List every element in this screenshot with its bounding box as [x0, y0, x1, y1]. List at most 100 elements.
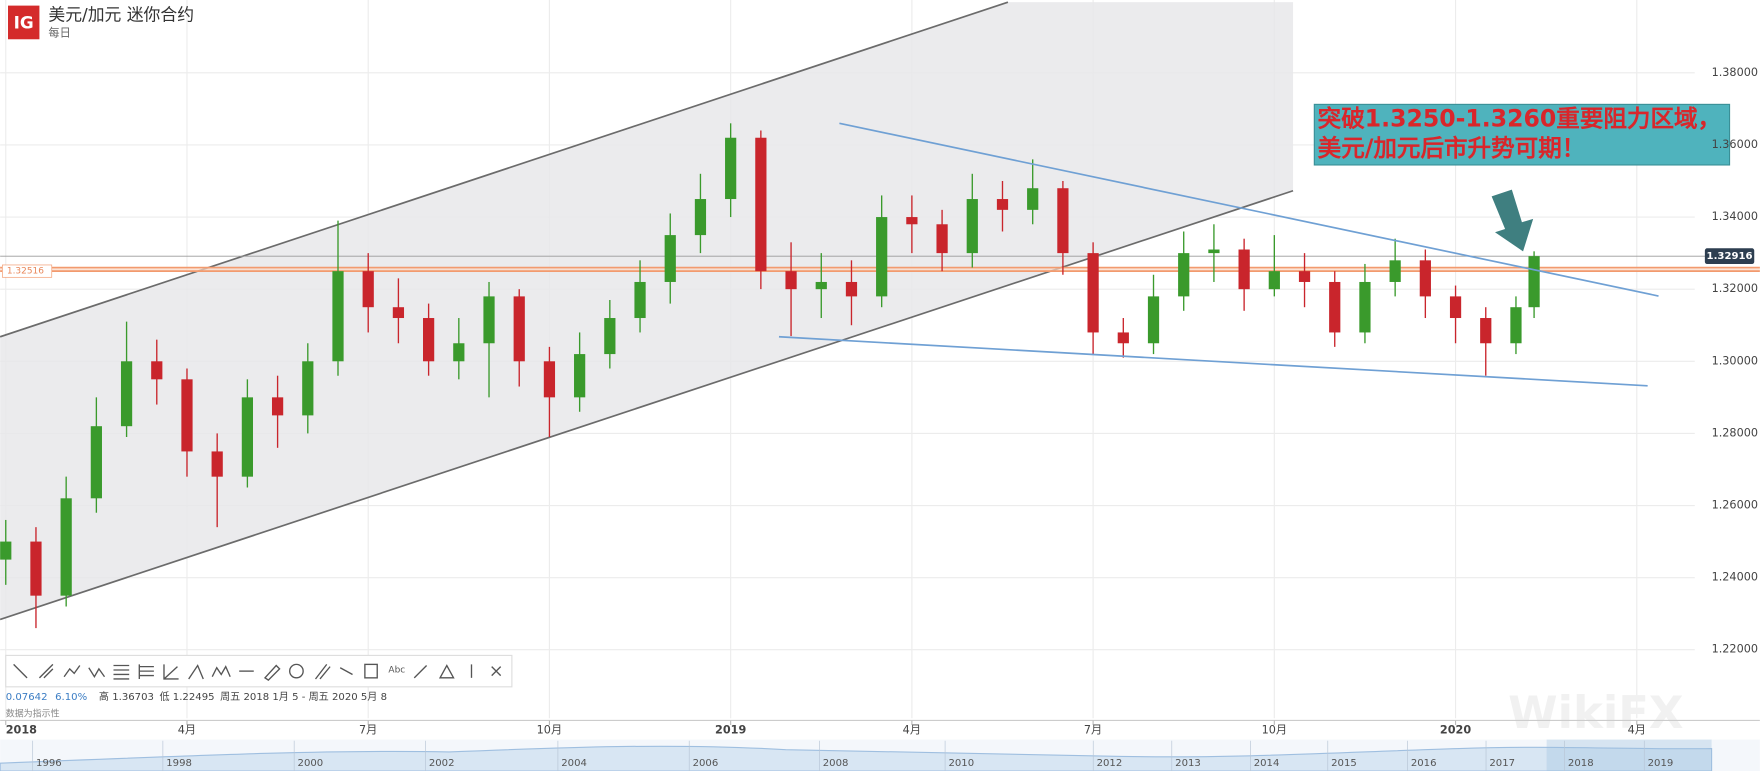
candle-body	[1329, 281, 1341, 333]
stat-high: 高 1.36703	[99, 690, 154, 703]
navigator: 1996 1998 2000 2002 2004 2006 2008 2010 2012 2013…	[0, 739, 1760, 771]
navigator-year: 2014	[1254, 758, 1280, 769]
candle-body	[1027, 188, 1039, 210]
tool-icon[interactable]	[88, 667, 106, 679]
candle-body	[0, 541, 12, 560]
candle-body	[1419, 260, 1431, 297]
channel-area	[0, 2, 1294, 620]
y-tick-label: 1.36000	[1712, 138, 1758, 151]
tool-icon[interactable]	[38, 663, 54, 679]
tool-icon[interactable]	[413, 665, 428, 679]
candle-body	[845, 281, 858, 297]
candle-body	[936, 224, 948, 254]
annotation-text: 美元/加元后市升势可期！	[1318, 134, 1586, 162]
navigator-year: 2008	[823, 758, 849, 769]
arrow	[1491, 189, 1534, 252]
logo-text: IG	[14, 13, 34, 33]
candle-body	[211, 451, 223, 477]
candle-body	[513, 296, 525, 362]
tool-icon[interactable]	[438, 664, 455, 679]
trend-line	[839, 122, 1659, 297]
tool-icon[interactable]	[211, 665, 231, 678]
candle-body	[90, 426, 102, 499]
stat-note: 数据为指示性	[6, 707, 60, 719]
tool-icon[interactable]	[491, 666, 502, 677]
navigator-year: 2010	[948, 758, 974, 769]
tool-icon[interactable]	[314, 663, 331, 680]
tool-icon[interactable]	[163, 664, 179, 680]
x-tick-label: 4月	[903, 724, 921, 737]
navigator-year: 2017	[1489, 758, 1515, 769]
navigator-area	[0, 745, 1713, 771]
candle-body	[966, 199, 978, 254]
annotation-box	[1313, 103, 1731, 166]
candle-body	[362, 271, 374, 308]
candle-body	[1268, 271, 1280, 290]
navigator-year: 2019	[1648, 758, 1674, 769]
navigator-year: 2006	[693, 758, 719, 769]
candle-body	[423, 318, 435, 362]
tool-icon[interactable]	[188, 664, 204, 680]
candle-body	[876, 217, 888, 297]
navigator-year: 2016	[1411, 758, 1437, 769]
toolbar-box	[5, 654, 513, 688]
stat-range: 周五 2018 1月 5 - 周五 2020 5月 8	[220, 691, 387, 703]
last-price-box	[1704, 248, 1755, 265]
navigator-year: 2004	[561, 758, 587, 769]
channel-line	[0, 1, 1009, 338]
candle-body	[1359, 281, 1371, 333]
candle-body	[1057, 188, 1069, 254]
tool-icon[interactable]	[364, 663, 378, 679]
toolbar: Abc	[5, 654, 513, 688]
stat-change-pct: 6.10%	[55, 692, 87, 703]
x-tick-label: 10月	[1262, 724, 1288, 737]
tool-text[interactable]: Abc	[388, 665, 405, 675]
navigator-window[interactable]	[1546, 739, 1712, 771]
y-tick-label: 1.38000	[1712, 66, 1758, 79]
tool-icon[interactable]	[13, 663, 28, 679]
candle-body	[332, 271, 344, 362]
tool-icon[interactable]	[263, 664, 281, 681]
tool-icon[interactable]	[289, 663, 304, 679]
candle-body	[1449, 296, 1462, 319]
navigator-year: 2002	[429, 758, 455, 769]
candle-body	[815, 281, 827, 290]
candle-body	[151, 361, 163, 380]
y-tick-label: 1.30000	[1712, 354, 1758, 367]
logo	[7, 5, 40, 40]
candle-body	[302, 361, 314, 416]
candle-body	[1480, 318, 1492, 344]
tool-icon[interactable]	[63, 665, 81, 678]
candle-body	[694, 199, 707, 236]
x-tick-label: 7月	[1084, 724, 1102, 737]
candle-body	[725, 137, 737, 200]
candle-body	[996, 199, 1009, 210]
candle-body	[60, 498, 72, 596]
navigator-year: 2015	[1331, 758, 1357, 769]
candle-body	[120, 361, 133, 427]
last-price-label: 1.32916	[1707, 251, 1753, 262]
candle-body	[634, 281, 646, 319]
candle-body	[1510, 307, 1522, 344]
tool-icon[interactable]	[113, 664, 130, 680]
candle-body	[664, 235, 676, 282]
level-label: 1.32516	[7, 267, 44, 277]
candle-body	[755, 137, 767, 272]
candle-body	[543, 361, 556, 398]
y-tick-label: 1.32000	[1712, 282, 1758, 295]
tool-icon[interactable]	[138, 664, 154, 679]
x-tick-label: 4月	[1628, 724, 1646, 737]
navigator-year: 1996	[36, 758, 62, 769]
level-label-box	[2, 264, 53, 278]
y-tick-label: 1.34000	[1712, 210, 1758, 223]
candle-body	[181, 379, 193, 452]
channel-line	[0, 189, 1294, 621]
candle-body	[30, 541, 42, 596]
candle-body	[1178, 253, 1190, 297]
tool-icon[interactable]	[339, 667, 353, 676]
candle-body	[241, 397, 254, 477]
candle-body	[604, 318, 616, 355]
y-tick-label: 1.24000	[1712, 571, 1758, 584]
x-tick-label: 2018	[6, 724, 37, 737]
navigator-year: 2000	[298, 758, 324, 769]
